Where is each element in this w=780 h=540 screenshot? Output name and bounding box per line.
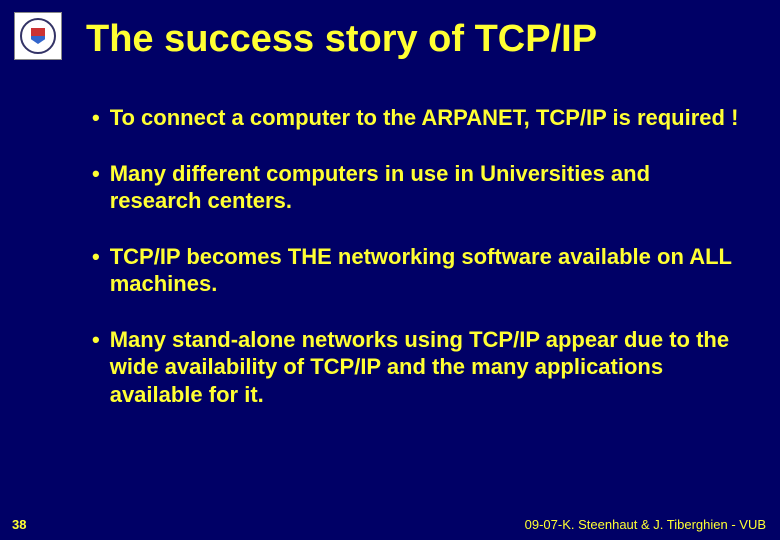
footer-credits: 09-07-K. Steenhaut & J. Tiberghien - VUB: [525, 517, 766, 532]
slide-number: 38: [12, 517, 26, 532]
slide-title: The success story of TCP/IP: [86, 18, 597, 61]
bullet-item: • TCP/IP becomes THE networking software…: [94, 243, 740, 298]
university-logo: [14, 12, 62, 60]
bullet-item: • Many different computers in use in Uni…: [94, 160, 740, 215]
logo-shield-icon: [31, 28, 45, 44]
slide-content: • To connect a computer to the ARPANET, …: [94, 104, 740, 436]
bullet-marker-icon: •: [92, 243, 100, 271]
bullet-item: • Many stand-alone networks using TCP/IP…: [94, 326, 740, 409]
bullet-marker-icon: •: [92, 104, 100, 132]
bullet-text: TCP/IP becomes THE networking software a…: [110, 243, 740, 298]
bullet-marker-icon: •: [92, 326, 100, 354]
bullet-item: • To connect a computer to the ARPANET, …: [94, 104, 740, 132]
bullet-text: To connect a computer to the ARPANET, TC…: [110, 104, 740, 132]
logo-ring: [20, 18, 56, 54]
bullet-text: Many stand-alone networks using TCP/IP a…: [110, 326, 740, 409]
bullet-text: Many different computers in use in Unive…: [110, 160, 740, 215]
bullet-marker-icon: •: [92, 160, 100, 188]
